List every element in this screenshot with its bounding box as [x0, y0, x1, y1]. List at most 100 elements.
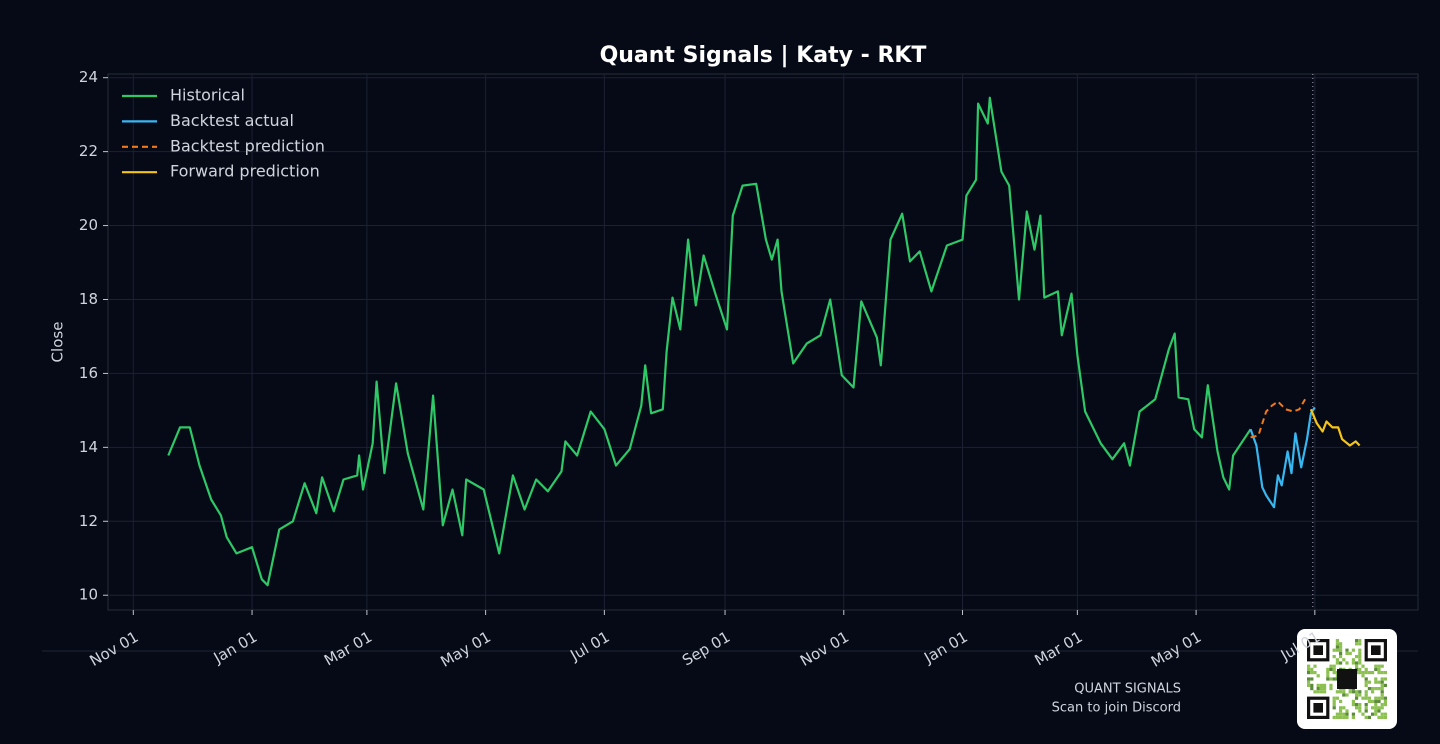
- qr-cell: [1335, 645, 1339, 649]
- qr-cell: [1358, 658, 1362, 662]
- qr-cell: [1358, 651, 1362, 655]
- qr-cell: [1313, 671, 1317, 675]
- chart-title: Quant Signals | Katy - RKT: [600, 43, 927, 68]
- qr-cell: [1307, 667, 1311, 671]
- qr-cell: [1380, 687, 1384, 691]
- qr-cell: [1345, 693, 1349, 697]
- qr-cell: [1383, 696, 1387, 700]
- qr-cell: [1310, 671, 1314, 675]
- footer-brand: QUANT SIGNALS: [1074, 682, 1181, 697]
- qr-cell: [1380, 664, 1384, 668]
- series-line: [1309, 408, 1361, 447]
- qr-cell: [1358, 642, 1362, 646]
- qr-cell: [1383, 671, 1387, 675]
- qr-cell: [1380, 683, 1384, 687]
- qr-cell: [1374, 709, 1378, 713]
- qr-cell: [1380, 693, 1384, 697]
- qr-cell: [1332, 677, 1336, 681]
- qr-cell: [1364, 683, 1368, 687]
- qr-cell: [1371, 671, 1375, 675]
- qr-cell: [1345, 715, 1349, 719]
- qr-cell: [1383, 677, 1387, 681]
- qr-cell: [1367, 699, 1371, 703]
- qr-cell: [1339, 651, 1343, 655]
- qr-cell: [1342, 712, 1346, 716]
- qr-cell: [1339, 699, 1343, 703]
- qr-cell: [1335, 715, 1339, 719]
- qr-cell: [1361, 674, 1365, 678]
- qr-cell: [1332, 703, 1336, 707]
- qr-cell: [1329, 683, 1333, 687]
- qr-cell: [1380, 703, 1384, 707]
- qr-cell: [1383, 715, 1387, 719]
- qr-cell: [1339, 648, 1343, 652]
- series-line: [1250, 398, 1306, 439]
- series-line: [167, 96, 1252, 587]
- qr-cell: [1364, 667, 1368, 671]
- qr-cell: [1323, 683, 1327, 687]
- qr-cell: [1319, 683, 1323, 687]
- qr-cell: [1355, 655, 1359, 659]
- qr-cell: [1364, 715, 1368, 719]
- qr-cell: [1364, 677, 1368, 681]
- qr-cell: [1339, 712, 1343, 716]
- qr-cell: [1374, 664, 1378, 668]
- qr-cell: [1358, 690, 1362, 694]
- qr-cell: [1345, 709, 1349, 713]
- qr-cell: [1345, 712, 1349, 716]
- qr-cell: [1367, 715, 1371, 719]
- qr-cell: [1364, 693, 1368, 697]
- qr-cell: [1358, 648, 1362, 652]
- y-tick-label: 14: [79, 438, 98, 456]
- qr-cell: [1316, 683, 1320, 687]
- qr-cell: [1364, 690, 1368, 694]
- qr-cell: [1339, 706, 1343, 710]
- qr-cell: [1355, 690, 1359, 694]
- qr-cell: [1355, 693, 1359, 697]
- qr-cell: [1358, 693, 1362, 697]
- qr-cell: [1326, 671, 1330, 675]
- qr-cell: [1374, 667, 1378, 671]
- y-axis-label: Close: [49, 322, 67, 363]
- qr-cell: [1326, 667, 1330, 671]
- qr-cell: [1335, 658, 1339, 662]
- qr-cell: [1329, 677, 1333, 681]
- qr-cell: [1332, 696, 1336, 700]
- qr-cell: [1323, 687, 1327, 691]
- qr-cell: [1335, 642, 1339, 646]
- qr-cell: [1319, 690, 1323, 694]
- qr-cell: [1332, 667, 1336, 671]
- qr-cell: [1307, 664, 1311, 668]
- qr-cell: [1374, 712, 1378, 716]
- qr-cell: [1383, 683, 1387, 687]
- qr-cell: [1371, 712, 1375, 716]
- qr-cell: [1358, 655, 1362, 659]
- qr-cell: [1383, 712, 1387, 716]
- qr-cell: [1367, 671, 1371, 675]
- qr-cell: [1307, 680, 1311, 684]
- qr-cell: [1383, 699, 1387, 703]
- legend-label: Historical: [170, 86, 245, 105]
- y-tick-label: 22: [79, 142, 98, 160]
- qr-cell: [1364, 703, 1368, 707]
- qr-cell: [1307, 671, 1311, 675]
- qr-cell: [1380, 706, 1384, 710]
- qr-cell: [1335, 696, 1339, 700]
- qr-cell: [1374, 677, 1378, 681]
- qr-cell: [1332, 715, 1336, 719]
- qr-cell: [1377, 709, 1381, 713]
- qr-cell: [1377, 706, 1381, 710]
- qr-pattern: [1307, 639, 1387, 719]
- qr-cell: [1323, 690, 1327, 694]
- qr-cell: [1351, 690, 1355, 694]
- qr-cell: [1361, 712, 1365, 716]
- qr-cell: [1377, 715, 1381, 719]
- qr-cell: [1351, 712, 1355, 716]
- qr-cell: [1345, 648, 1349, 652]
- qr-cell: [1364, 671, 1368, 675]
- qr-cell: [1335, 639, 1339, 643]
- qr-cell: [1329, 667, 1333, 671]
- qr-cell: [1332, 706, 1336, 710]
- qr-cell: [1339, 655, 1343, 659]
